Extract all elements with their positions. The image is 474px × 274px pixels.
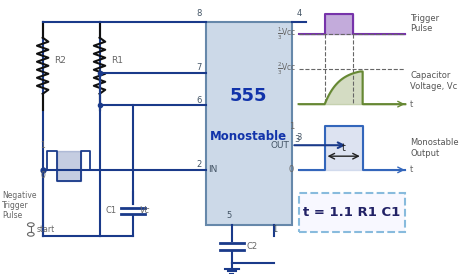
Text: Monostable
Output: Monostable Output <box>410 138 459 158</box>
Text: Vc: Vc <box>140 207 150 215</box>
Text: C1: C1 <box>105 207 116 215</box>
Text: 5: 5 <box>227 211 232 220</box>
Text: t: t <box>410 165 413 174</box>
Text: 3: 3 <box>296 133 301 142</box>
Text: start: start <box>36 225 55 234</box>
Text: $\frac{1}{3}$Vcc: $\frac{1}{3}$Vcc <box>277 26 296 42</box>
Text: R2: R2 <box>55 56 66 65</box>
Text: 2: 2 <box>196 160 201 169</box>
Text: 3: 3 <box>294 135 299 144</box>
Text: t: t <box>410 100 413 109</box>
Text: 6: 6 <box>196 96 201 105</box>
Text: t = 1.1 R1 C1: t = 1.1 R1 C1 <box>303 206 401 219</box>
Text: R1: R1 <box>111 56 123 65</box>
Text: 0: 0 <box>289 165 294 174</box>
Text: 1: 1 <box>40 141 45 150</box>
Text: 555: 555 <box>230 87 268 105</box>
Text: Capacitor
Voltage, Vc: Capacitor Voltage, Vc <box>410 71 457 90</box>
Text: 4: 4 <box>296 9 301 18</box>
Text: Negative
Trigger
Pulse: Negative Trigger Pulse <box>2 191 37 220</box>
Text: 1: 1 <box>272 224 277 233</box>
Text: C2: C2 <box>246 242 257 251</box>
Text: 1: 1 <box>289 122 294 130</box>
Text: OUT: OUT <box>270 141 289 150</box>
Text: 0: 0 <box>40 171 45 180</box>
Text: Monostable: Monostable <box>210 130 287 144</box>
Text: 8: 8 <box>196 9 201 18</box>
Text: IN: IN <box>209 165 218 174</box>
Text: t: t <box>342 143 346 153</box>
Text: Trigger
Pulse: Trigger Pulse <box>410 14 439 33</box>
FancyBboxPatch shape <box>299 193 405 232</box>
Text: 7: 7 <box>196 63 201 72</box>
Bar <box>206 22 292 225</box>
Text: $\frac{2}{3}$Vcc: $\frac{2}{3}$Vcc <box>277 60 296 77</box>
